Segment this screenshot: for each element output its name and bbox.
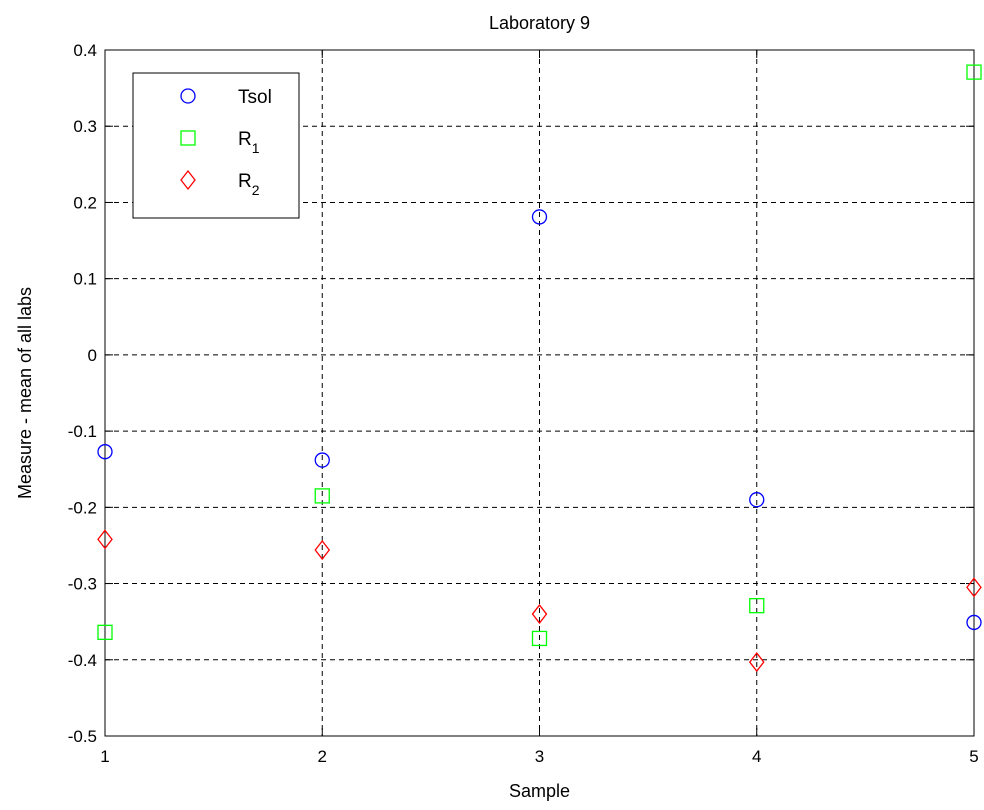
legend-marker-circle (180, 88, 196, 104)
x-tick-label: 4 (752, 747, 761, 766)
chart-title: Laboratory 9 (489, 13, 590, 33)
legend-box (132, 72, 300, 219)
x-tick-label: 1 (100, 747, 109, 766)
y-tick-label: -0.5 (68, 727, 97, 746)
y-tick-label: -0.1 (68, 422, 97, 441)
data-point-square (314, 488, 330, 504)
data-point-square (97, 624, 113, 640)
y-tick-label: 0.2 (73, 193, 97, 212)
data-markers (97, 64, 982, 673)
data-point-circle (97, 444, 113, 460)
data-point-circle (749, 492, 765, 508)
x-tick-label: 5 (969, 747, 978, 766)
legend-label: Tsol (238, 87, 272, 108)
y-tick-label: 0.1 (73, 270, 97, 289)
legend-marker-diamond (180, 169, 196, 191)
data-point-diamond (748, 652, 765, 673)
data-point-square (966, 64, 982, 80)
legend-subscript: 1 (252, 140, 260, 156)
data-point-circle (531, 209, 548, 225)
data-point-diamond (531, 603, 548, 625)
y-tick-label: -0.4 (68, 651, 97, 670)
y-tick-label: 0 (88, 346, 97, 365)
y-tick-label: 0.4 (73, 41, 97, 60)
y-tick-label: -0.2 (68, 498, 97, 517)
y-axis-label: Measure - mean of all labs (15, 287, 35, 499)
data-point-diamond (97, 529, 113, 550)
data-point-circle (966, 614, 982, 631)
legend-marker-square (180, 130, 196, 146)
y-tick-label: 0.3 (73, 117, 97, 136)
data-point-circle (314, 452, 330, 468)
legend-subscript: 2 (252, 182, 260, 198)
y-tick-label: -0.3 (68, 575, 97, 594)
data-point-diamond (314, 539, 331, 561)
x-tick-label: 3 (535, 747, 544, 766)
x-axis-label: Sample (509, 781, 570, 801)
axis-ticks: 1 2 3 4 5 -0.5 -0.4 -0.3 -0.2 -0.1 0 0.1 0.2 0.3 0.4 (68, 41, 979, 766)
data-point-diamond (966, 577, 982, 598)
data-point-square (749, 598, 765, 614)
x-tick-label: 2 (318, 747, 327, 766)
data-point-square (531, 630, 548, 647)
